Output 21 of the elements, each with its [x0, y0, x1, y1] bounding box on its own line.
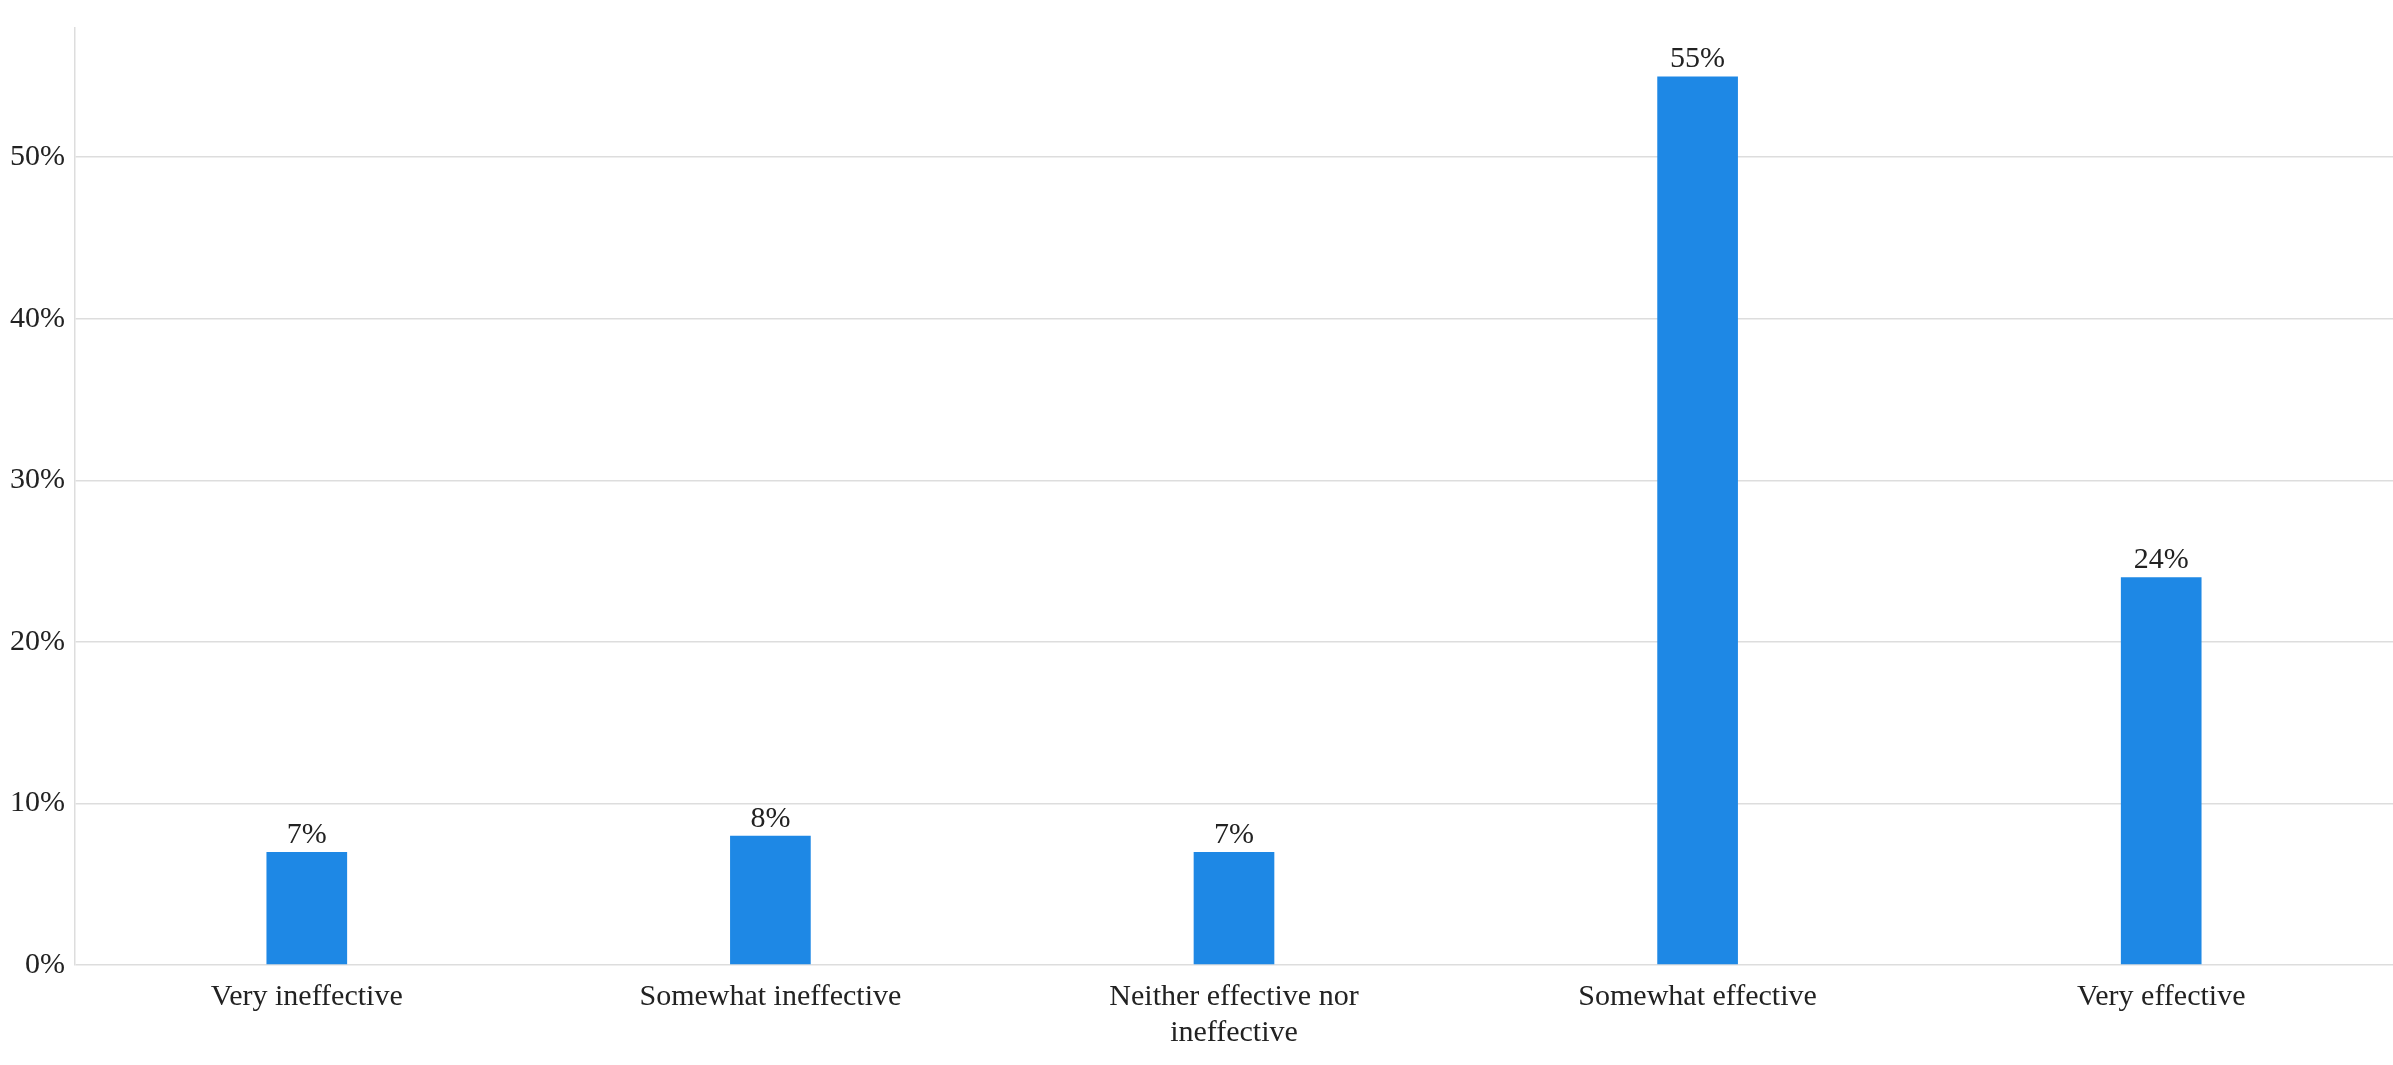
x-tick-label: Neither effective nor ineffective: [1109, 977, 1359, 1047]
y-tick-label: 0%: [24, 945, 65, 979]
bar: [1657, 76, 1738, 965]
x-tick-label: Very effective: [2076, 977, 2246, 1011]
x-tick-label: Somewhat effective: [1578, 977, 1817, 1011]
bar: [2120, 577, 2202, 965]
data-label: 55%: [1670, 40, 1726, 74]
y-tick-label: 10%: [9, 784, 65, 818]
data-label: 7%: [286, 815, 327, 849]
y-tick-label: 50%: [9, 138, 65, 172]
y-tick-label: 30%: [9, 461, 65, 495]
data-label: 8%: [750, 799, 791, 833]
bar: [730, 835, 811, 965]
x-tick-label: Somewhat ineffective: [639, 977, 902, 1011]
x-tick-label: Very ineffective: [210, 977, 403, 1011]
data-label: 7%: [1214, 815, 1254, 849]
bar: [1193, 851, 1275, 965]
y-tick-label: 40%: [9, 299, 65, 333]
y-tick-label: 20%: [9, 622, 65, 656]
data-label: 24%: [2133, 541, 2189, 575]
bar: [266, 851, 348, 965]
